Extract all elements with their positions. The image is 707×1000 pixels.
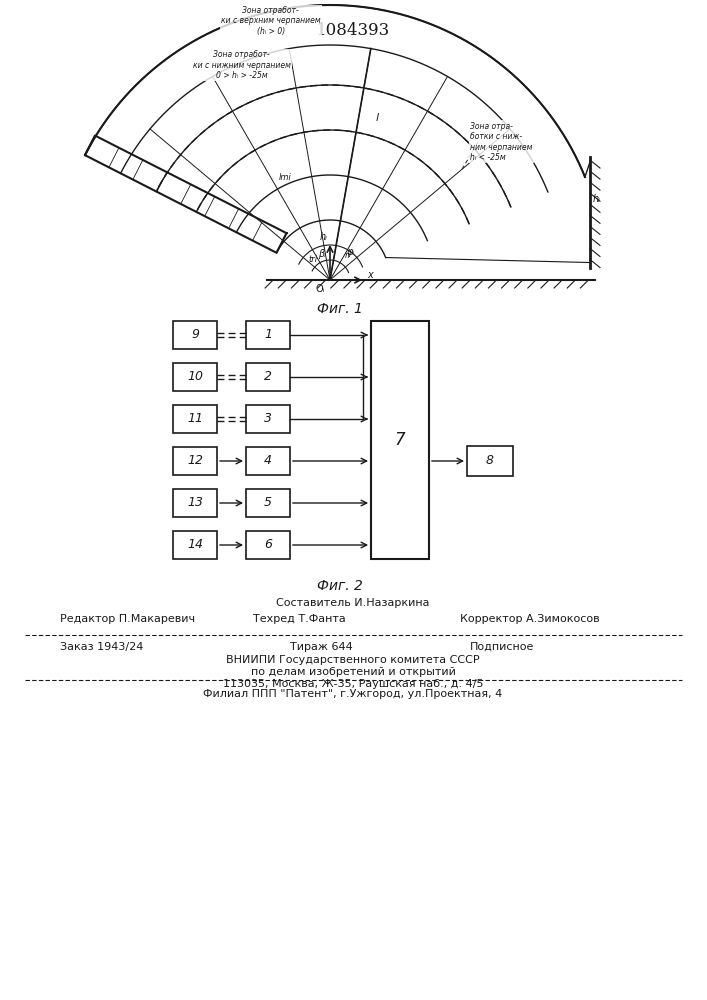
Text: Техред Т.Фанта: Техред Т.Фанта xyxy=(253,614,346,624)
Text: Фиг. 2: Фиг. 2 xyxy=(317,579,363,593)
Bar xyxy=(173,447,217,475)
Bar xyxy=(173,531,217,559)
Bar xyxy=(246,531,290,559)
Text: Филиал ППП "Патент", г.Ужгород, ул.Проектная, 4: Филиал ППП "Патент", г.Ужгород, ул.Проек… xyxy=(204,689,503,699)
Text: 7: 7 xyxy=(395,431,405,449)
Bar xyxy=(467,446,513,476)
Text: 4: 4 xyxy=(264,454,272,468)
Text: 12: 12 xyxy=(187,454,203,468)
Text: Заказ 1943/24: Заказ 1943/24 xyxy=(60,642,144,652)
Bar xyxy=(173,405,217,433)
Text: Фиг. 1: Фиг. 1 xyxy=(317,302,363,316)
Bar xyxy=(173,489,217,517)
Text: по делам изобретений и открытий: по делам изобретений и открытий xyxy=(250,667,455,677)
Text: βᵢ: βᵢ xyxy=(318,249,327,259)
Bar xyxy=(371,321,429,559)
Bar xyxy=(173,321,217,349)
Text: 3: 3 xyxy=(264,412,272,426)
Bar xyxy=(246,405,290,433)
Text: 9: 9 xyxy=(191,328,199,342)
Bar xyxy=(246,321,290,349)
Text: 6: 6 xyxy=(264,538,272,552)
Text: 1084393: 1084393 xyxy=(316,22,390,39)
Text: ВНИИПИ Государственного комитета СССР: ВНИИПИ Государственного комитета СССР xyxy=(226,655,480,665)
Text: 10: 10 xyxy=(187,370,203,383)
Text: Редактор П.Макаревич: Редактор П.Макаревич xyxy=(60,614,195,624)
Text: lmi: lmi xyxy=(279,173,291,182)
Text: φᵢ: φᵢ xyxy=(346,247,354,257)
Text: l: l xyxy=(375,113,379,123)
Text: x: x xyxy=(367,270,373,280)
Text: Корректор А.Зимокосов: Корректор А.Зимокосов xyxy=(460,614,600,624)
Text: Составитель И.Назаркина: Составитель И.Назаркина xyxy=(276,598,430,608)
Text: 1: 1 xyxy=(264,328,272,342)
Bar xyxy=(173,363,217,391)
Text: Oᵢ: Oᵢ xyxy=(315,284,325,294)
Text: Зона отработ-
ки с верхним черпанием
(hᵢ > 0): Зона отработ- ки с верхним черпанием (hᵢ… xyxy=(221,6,320,36)
Bar xyxy=(246,447,290,475)
Text: ri: ri xyxy=(345,251,351,260)
Text: Зона отработ-
ки с нижним черпанием
0 > hᵢ > -25м: Зона отработ- ки с нижним черпанием 0 > … xyxy=(192,50,291,80)
Text: 8: 8 xyxy=(486,454,494,468)
Text: 14: 14 xyxy=(187,538,203,552)
Text: 113035, Москва, Ж-35, Раушская наб., д. 4/5: 113035, Москва, Ж-35, Раушская наб., д. … xyxy=(223,679,484,689)
Text: Зона отра-
ботки с ниж-
ним черпанием
hᵢ < -25м: Зона отра- ботки с ниж- ним черпанием hᵢ… xyxy=(470,122,532,162)
Text: tri: tri xyxy=(308,255,317,264)
Text: hᵢ: hᵢ xyxy=(320,232,328,242)
Bar xyxy=(246,489,290,517)
Text: 5: 5 xyxy=(264,496,272,510)
Text: 2: 2 xyxy=(264,370,272,383)
Text: Подписное: Подписное xyxy=(470,642,534,652)
Text: Тираж 644: Тираж 644 xyxy=(290,642,353,652)
Text: 13: 13 xyxy=(187,496,203,510)
Text: 11: 11 xyxy=(187,412,203,426)
Text: hᵢ: hᵢ xyxy=(593,194,601,204)
Bar xyxy=(246,363,290,391)
